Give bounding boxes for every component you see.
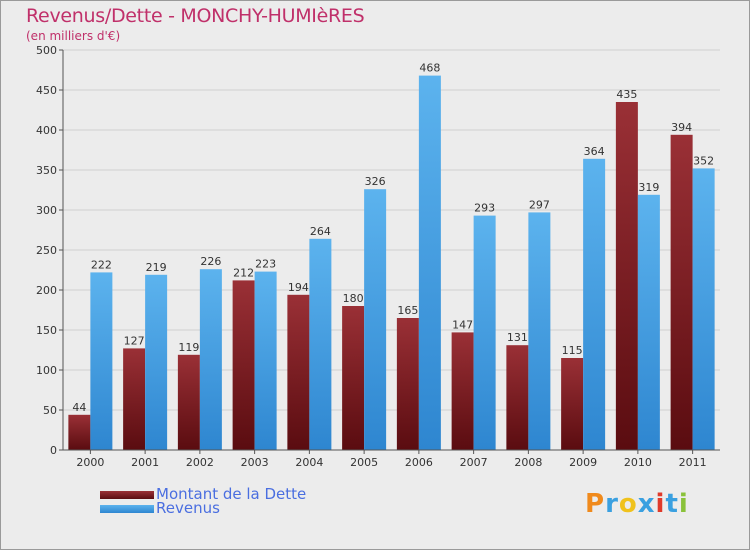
data-label-debt: 165 [397, 304, 418, 317]
data-label-debt: 435 [616, 88, 637, 101]
x-tick-label: 2009 [569, 456, 597, 469]
bar-revenus [418, 75, 441, 450]
legend-label-debt: Montant de la Dette [156, 485, 307, 503]
bar-debt [123, 348, 146, 450]
x-tick-label: 2005 [350, 456, 378, 469]
y-tick-label: 100 [36, 364, 57, 377]
data-label-revenus: 264 [310, 225, 331, 238]
grid-layer [63, 49, 720, 450]
x-tick-label: 2011 [679, 456, 707, 469]
bar-revenus [637, 194, 660, 450]
bar-debt [287, 294, 310, 450]
x-tick-label: 2003 [241, 456, 269, 469]
data-label-debt: 147 [452, 318, 473, 331]
bar-revenus [528, 212, 551, 450]
bar-debt [342, 306, 365, 450]
bar-debt [506, 345, 529, 450]
logo-letter: t [665, 489, 679, 519]
bar-debt [451, 332, 474, 450]
bar-debt [561, 358, 584, 450]
data-label-revenus: 319 [638, 181, 659, 194]
bar-revenus [309, 238, 332, 450]
bar-revenus [254, 271, 277, 450]
data-label-debt: 44 [72, 401, 86, 414]
y-tick-label: 150 [36, 324, 57, 337]
chart-subtitle: (en milliers d'€) [26, 29, 121, 43]
data-label-debt: 131 [507, 331, 528, 344]
bar-revenus [473, 215, 496, 450]
x-tick-label: 2006 [405, 456, 433, 469]
bar-debt [670, 134, 693, 451]
data-label-debt: 394 [671, 121, 692, 134]
x-tick-label: 2010 [624, 456, 652, 469]
x-tick-label: 2002 [186, 456, 214, 469]
data-label-revenus: 326 [365, 175, 386, 188]
legend-label-revenus: Revenus [156, 499, 220, 517]
bar-revenus [583, 158, 606, 451]
x-tick-label: 2000 [76, 456, 104, 469]
y-tick-label: 450 [36, 84, 57, 97]
data-label-revenus: 226 [200, 255, 221, 268]
axis-layer: 0 50 100 150 200 250 300 350 400 450 500 2000 2001 20… [36, 44, 720, 469]
y-tick-label: 0 [50, 444, 57, 457]
data-label-debt: 127 [124, 334, 145, 347]
bar-debt [232, 280, 255, 450]
logo-letter: i [678, 489, 689, 519]
data-label-revenus: 219 [146, 261, 167, 274]
data-label-revenus: 222 [91, 258, 112, 271]
x-tick-label: 2008 [514, 456, 542, 469]
y-tick-label: 50 [43, 404, 57, 417]
logo-letter: o [618, 489, 638, 519]
data-label-revenus: 468 [419, 62, 440, 75]
logo-letter: x [637, 489, 656, 519]
logo-letter: i [655, 489, 666, 519]
x-tick-label: 2007 [460, 456, 488, 469]
logo-letter: r [605, 489, 619, 519]
bar-debt [615, 102, 638, 450]
data-label-debt: 212 [233, 266, 254, 279]
bar-revenus [145, 274, 168, 450]
legend-swatch-revenus [100, 505, 154, 513]
bar-debt [68, 414, 91, 450]
bar-revenus [364, 189, 387, 450]
x-tick-label: 2004 [295, 456, 323, 469]
data-label-debt: 180 [343, 292, 364, 305]
data-label-revenus: 352 [693, 154, 714, 167]
data-label-debt: 119 [178, 341, 199, 354]
legend-swatch-debt [100, 491, 154, 499]
data-label-revenus: 364 [584, 145, 605, 158]
y-tick-label: 300 [36, 204, 57, 217]
bar-revenus [199, 269, 222, 450]
bar-debt [177, 354, 200, 450]
chart-title: Revenus/Dette - MONCHY-HUMIèRES [26, 5, 365, 27]
y-tick-label: 250 [36, 244, 57, 257]
data-label-revenus: 223 [255, 258, 276, 271]
data-label-revenus: 293 [474, 202, 495, 215]
data-label-debt: 194 [288, 281, 309, 294]
bar-revenus [90, 272, 113, 450]
y-tick-label: 500 [36, 44, 57, 57]
y-tick-label: 200 [36, 284, 57, 297]
x-tick-label: 2001 [131, 456, 159, 469]
bar-revenus [692, 168, 715, 450]
y-tick-label: 350 [36, 164, 57, 177]
logo-letter: P [585, 489, 606, 519]
bar-debt [396, 318, 419, 450]
data-label-debt: 115 [562, 344, 583, 357]
y-tick-label: 400 [36, 124, 57, 137]
proxiti-logo: Proxiti [585, 489, 689, 519]
data-label-revenus: 297 [529, 198, 550, 211]
